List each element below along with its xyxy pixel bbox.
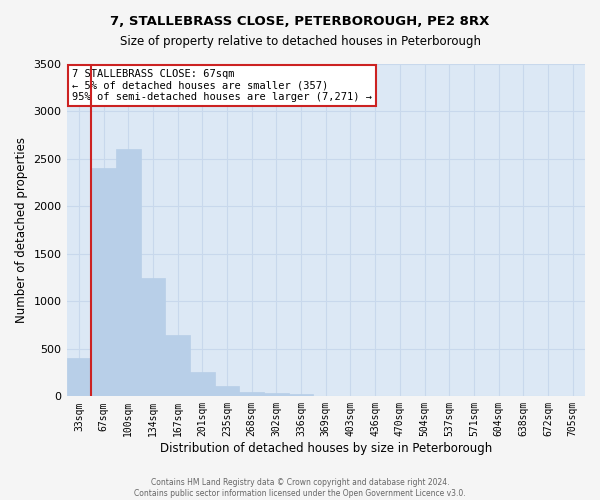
X-axis label: Distribution of detached houses by size in Peterborough: Distribution of detached houses by size …	[160, 442, 492, 455]
Bar	[140, 278, 165, 396]
Bar	[239, 392, 264, 396]
Text: 7, STALLEBRASS CLOSE, PETERBOROUGH, PE2 8RX: 7, STALLEBRASS CLOSE, PETERBOROUGH, PE2 …	[110, 15, 490, 28]
Text: Contains HM Land Registry data © Crown copyright and database right 2024.
Contai: Contains HM Land Registry data © Crown c…	[134, 478, 466, 498]
Bar	[215, 386, 239, 396]
Bar	[67, 358, 91, 397]
Bar	[190, 372, 215, 396]
Text: 7 STALLEBRASS CLOSE: 67sqm
← 5% of detached houses are smaller (357)
95% of semi: 7 STALLEBRASS CLOSE: 67sqm ← 5% of detac…	[72, 69, 372, 102]
Bar	[116, 150, 140, 396]
Bar	[289, 394, 313, 396]
Y-axis label: Number of detached properties: Number of detached properties	[15, 137, 28, 323]
Bar	[91, 168, 116, 396]
Bar	[165, 334, 190, 396]
Bar	[264, 394, 289, 396]
Text: Size of property relative to detached houses in Peterborough: Size of property relative to detached ho…	[119, 35, 481, 48]
